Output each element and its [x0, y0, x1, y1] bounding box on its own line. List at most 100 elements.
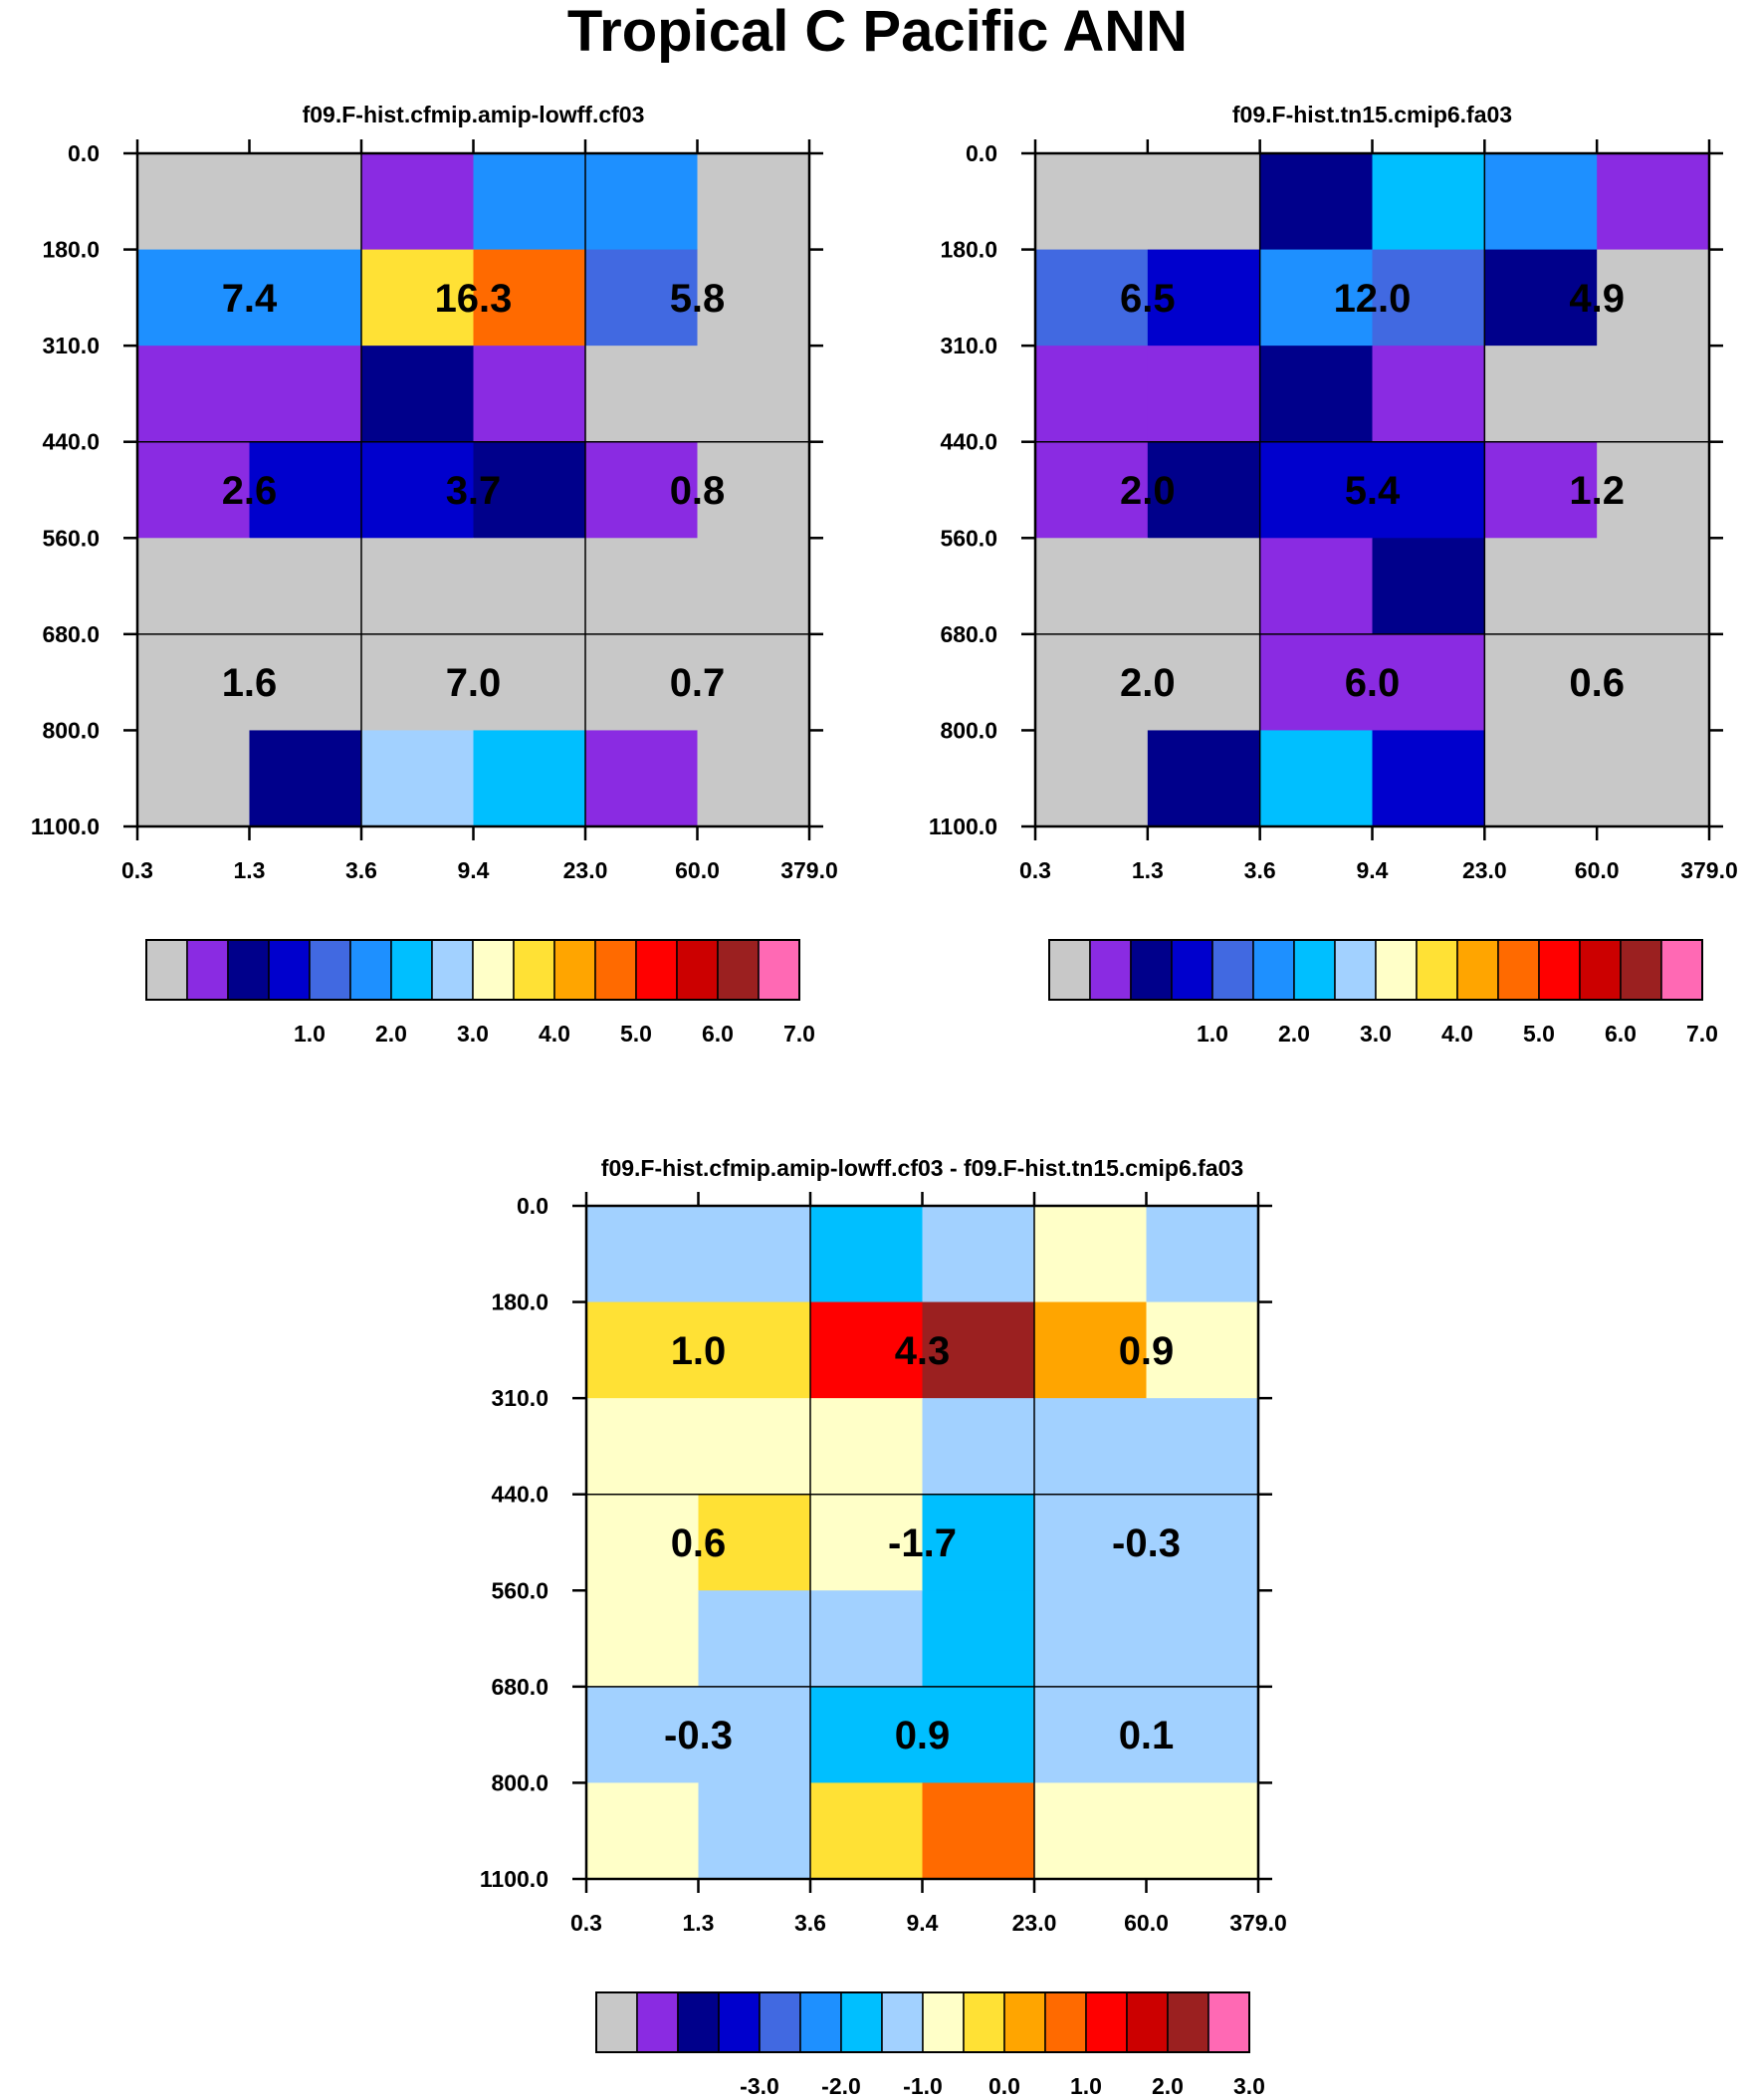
heatmap-cell — [697, 538, 810, 635]
x-tick-label: 60.0 — [1124, 1910, 1169, 1936]
heatmap-cell — [1484, 346, 1598, 443]
colorbar-box — [1334, 939, 1377, 1001]
heatmap-cell — [586, 1301, 700, 1399]
heatmap-cell — [473, 153, 586, 251]
heatmap-cell — [361, 538, 475, 635]
heatmap-cell — [1035, 153, 1149, 251]
y-tick-label: 180.0 — [491, 1289, 548, 1315]
heatmap-cell — [585, 538, 699, 635]
y-tick-label: 0.0 — [966, 140, 997, 166]
y-tick-label: 440.0 — [491, 1482, 548, 1508]
heatmap-cell — [697, 249, 810, 347]
panel-title: f09.F-hist.cfmip.amip-lowff.cf03 — [303, 102, 645, 127]
heatmap-cell — [1146, 1782, 1259, 1880]
heatmap-cell — [1259, 730, 1374, 827]
heatmap-cell — [1372, 730, 1485, 827]
x-tick-label: 60.0 — [1575, 857, 1620, 883]
y-tick-label: 800.0 — [940, 717, 997, 743]
colorbar-label: 6.0 — [1605, 1021, 1637, 1047]
colorbar-box — [717, 939, 760, 1001]
heatmap-cell — [810, 1590, 924, 1688]
heatmap-cell — [585, 730, 699, 827]
colorbar-box — [349, 939, 392, 1001]
colorbar-box — [1538, 939, 1581, 1001]
y-tick-label: 1100.0 — [31, 814, 100, 839]
x-tick-label: 23.0 — [1012, 1910, 1057, 1936]
heatmap-cell — [249, 441, 362, 539]
heatmap-cell — [922, 1686, 1035, 1784]
heatmap-cell — [137, 346, 251, 443]
x-tick-label: 9.4 — [907, 1910, 939, 1936]
heatmap-cell — [1484, 441, 1598, 539]
heatmap-cell — [810, 1398, 924, 1496]
colorbar-box — [1003, 1991, 1046, 2053]
heatmap-cell — [1035, 538, 1149, 635]
heatmap-cell — [1146, 1206, 1259, 1303]
panel-difference: f09.F-hist.cfmip.amip-lowff.cf03 - f09.F… — [480, 1155, 1287, 2099]
x-tick-label: 0.3 — [570, 1910, 602, 1936]
colorbar-box — [840, 1991, 883, 2053]
y-tick-label: 560.0 — [491, 1577, 548, 1603]
heatmap-cell — [697, 346, 810, 443]
block-value-label: 0.6 — [1569, 661, 1625, 705]
heatmap-cell — [137, 441, 251, 539]
heatmap-cell — [698, 1398, 811, 1496]
heatmap-cell — [1146, 1301, 1259, 1399]
colorbar-label: -2.0 — [821, 2073, 861, 2099]
heatmap-cell — [1597, 441, 1710, 539]
colorbar-label: 5.0 — [1523, 1021, 1555, 1047]
heatmap-cell — [249, 633, 362, 732]
block-value-label: 0.8 — [670, 469, 726, 513]
block-value-label: 1.2 — [1569, 469, 1625, 513]
colorbar-box — [513, 939, 555, 1001]
x-tick-label: 1.3 — [234, 857, 266, 883]
y-tick-label: 1100.0 — [480, 1866, 548, 1892]
colorbar-box — [1497, 939, 1540, 1001]
y-tick-label: 310.0 — [940, 333, 997, 358]
heatmap-cell — [1034, 1782, 1148, 1880]
heatmap-cell — [1035, 633, 1149, 732]
colorbar-label: 3.0 — [1233, 2073, 1265, 2099]
colorbar-label: 6.0 — [702, 1021, 734, 1047]
colorbar-label: 1.0 — [294, 1021, 326, 1047]
heatmap-cell — [698, 1206, 811, 1303]
heatmap-cell — [1034, 1494, 1148, 1591]
heatmap-cell — [1259, 346, 1374, 443]
colorbar-label: 2.0 — [1152, 2073, 1184, 2099]
x-tick-label: 23.0 — [563, 857, 608, 883]
heatmap-cell — [361, 249, 475, 347]
x-tick-label: 0.3 — [1019, 857, 1051, 883]
heatmap-cell — [698, 1782, 811, 1880]
y-tick-label: 0.0 — [68, 140, 100, 166]
colorbar-label: 1.0 — [1197, 1021, 1228, 1047]
colorbar-box — [1579, 939, 1622, 1001]
colorbar-label: 2.0 — [1278, 1021, 1310, 1047]
heatmap-cell — [473, 346, 586, 443]
heatmap-cell — [697, 730, 810, 827]
heatmap-cell — [585, 249, 699, 347]
heatmap-cell — [1147, 153, 1261, 251]
colorbar-label: 4.0 — [539, 1021, 570, 1047]
heatmap-cell — [698, 1301, 811, 1399]
colorbar-box — [1167, 1991, 1209, 2053]
x-tick-label: 1.3 — [1132, 857, 1164, 883]
block-value-label: 0.7 — [670, 661, 726, 705]
block-value-label: 5.8 — [670, 277, 726, 321]
colorbar-frame — [145, 939, 800, 1001]
y-tick-label: 440.0 — [42, 429, 100, 455]
colorbar-label: 0.0 — [988, 2073, 1020, 2099]
x-tick-label: 1.3 — [683, 1910, 715, 1936]
colorbar-box — [553, 939, 596, 1001]
block-value-label: -1.7 — [888, 1521, 957, 1565]
heatmap-cell — [1597, 346, 1710, 443]
y-tick-label: 310.0 — [491, 1385, 548, 1411]
heatmap-cell — [1484, 633, 1598, 732]
heatmap-cell — [1259, 633, 1374, 732]
x-tick-label: 60.0 — [675, 857, 720, 883]
y-tick-label: 1100.0 — [929, 814, 997, 839]
colorbar-box — [431, 939, 474, 1001]
heatmap-cell — [922, 1206, 1035, 1303]
block-value-label: 0.6 — [671, 1521, 727, 1565]
block-value-label: 0.1 — [1119, 1714, 1175, 1757]
heatmap-cell — [810, 1206, 924, 1303]
